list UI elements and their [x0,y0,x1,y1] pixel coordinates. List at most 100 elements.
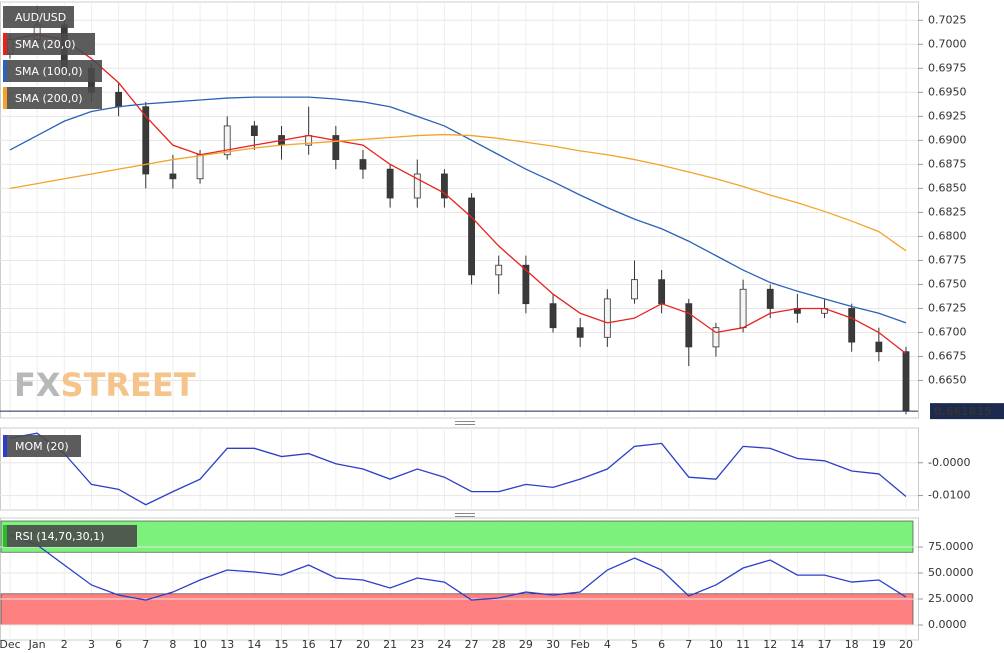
candle-body [712,327,720,348]
series-line [9,432,907,506]
y-tick-label: 0.7025 [928,13,967,26]
legend-box [3,33,95,55]
x-tick-label: Dec [0,638,21,651]
y-tick-label: 0.6800 [928,229,967,242]
x-tick-label: 16 [302,638,316,651]
legend-box [3,6,74,28]
candle-body [631,279,638,300]
candle-body [196,154,204,180]
candle-body [115,91,123,108]
y-tick-label: 0.6700 [928,325,967,338]
candle-body [576,327,584,338]
legend-swatch [3,87,7,109]
watermark: FXSTREET [14,366,196,404]
x-tick-label: 14 [790,638,804,651]
x-tick-label: 6 [115,638,122,651]
series-line [9,96,907,324]
y-tick-label: 0.6900 [928,133,967,146]
panel-frame [0,1,919,419]
candle-body [549,303,557,329]
x-tick-label: 21 [383,638,397,651]
y-tick-label: -0.0000 [928,456,970,469]
zone [0,520,914,553]
x-tick-label: 15 [275,638,289,651]
x-tick-label: 8 [169,638,176,651]
x-tick-label: 19 [872,638,886,651]
candle-body [848,308,856,343]
candle-body [441,173,448,199]
candle-body [658,279,666,305]
legend-swatch [3,60,7,82]
x-tick-label: 28 [492,638,506,651]
legend-box [3,60,102,82]
candle-body [522,264,530,305]
x-tick-label: 7 [685,638,692,651]
x-tick-label: 10 [709,638,723,651]
legend-box [3,87,102,109]
y-tick-label: 75.0000 [928,540,974,553]
legend-swatch [3,33,7,55]
candle-body [685,303,693,348]
x-tick-label: 29 [519,638,533,651]
legend-label: SMA (200,0) [15,92,83,105]
y-tick-label: -0.0100 [928,489,970,502]
candle-body [359,159,367,170]
x-tick-label: 12 [763,638,777,651]
y-tick-label: 0.0000 [928,618,967,631]
legend-swatch [3,435,7,457]
y-tick-label: 0.7000 [928,37,967,50]
x-tick-label: 13 [220,638,234,651]
y-tick-label: 0.6725 [928,301,967,314]
x-tick-label: 2 [61,638,68,651]
candle-body [603,298,611,338]
legend-label: SMA (20,0) [15,38,76,51]
x-tick-label: 10 [193,638,207,651]
y-tick-label: 0.6925 [928,109,967,122]
last-price-box [930,403,1004,420]
x-tick-label: 18 [845,638,859,651]
watermark-fx: FX [14,366,61,404]
legend-box [3,525,137,547]
y-tick-label: 25.0000 [928,592,974,605]
x-tick-label: 17 [329,638,343,651]
candle-body [739,288,747,329]
x-tick-label: 27 [465,638,479,651]
x-tick-label: Feb [570,638,589,651]
legend-box [3,435,81,457]
y-tick-label: 0.6975 [928,61,967,74]
series-line [9,133,907,252]
candle-body [495,264,503,276]
x-tick-label: 14 [247,638,261,651]
x-tick-label: 17 [818,638,832,651]
panel-frame [0,427,919,511]
x-tick-label: 20 [356,638,370,651]
y-tick-label: 0.6875 [928,157,967,170]
x-tick-label: 11 [736,638,750,651]
series-line [9,34,907,355]
x-tick-label: 4 [604,638,611,651]
candle-body [413,173,421,199]
y-tick-label: 0.6850 [928,181,967,194]
x-tick-label: 5 [631,638,638,651]
x-tick-label: 20 [899,638,913,651]
legend-swatch [3,525,7,547]
legend-label: SMA (100,0) [15,65,83,78]
x-tick-label: 24 [437,638,451,651]
candle-body [142,106,150,175]
candle-body [875,341,883,353]
y-tick-label: 0.6675 [928,350,967,363]
candle-body [766,288,774,309]
legend-label: RSI (14,70,30,1) [15,530,104,543]
last-price-label: 0.661815 [934,405,992,418]
legend-label: MOM (20) [15,440,69,453]
y-tick-label: 0.6825 [928,205,967,218]
candle-body [332,135,340,160]
y-tick-label: 0.6650 [928,374,967,387]
candle-body [169,173,177,180]
x-tick-label: 30 [546,638,560,651]
x-tick-label: Jan [28,638,46,651]
candle-body [902,351,910,412]
x-tick-label: 6 [658,638,665,651]
candle-body [468,197,475,276]
